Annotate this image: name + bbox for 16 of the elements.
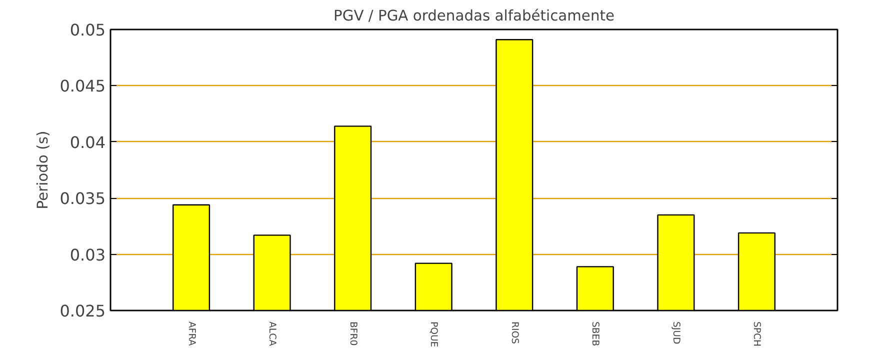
y-tick-label: 0.035 — [60, 189, 106, 208]
x-tick-label: SJUD — [670, 322, 682, 344]
x-tick-label: PQUE — [428, 322, 440, 348]
y-tick-label: 0.05 — [70, 20, 106, 40]
y-axis-title: Periodo (s) — [34, 130, 52, 210]
x-tick-label: SBEB — [590, 322, 601, 346]
x-tick-label: AFRA — [186, 322, 197, 346]
chart-title: PGV / PGA ordenadas alfabéticamente — [334, 8, 614, 24]
y-tick-label: 0.03 — [70, 245, 106, 264]
x-tick-label: SPCH — [751, 322, 762, 347]
y-tick-label: 0.045 — [60, 76, 106, 96]
x-tick-label: BFR0 — [347, 322, 358, 346]
x-tick-label: RIOS — [508, 322, 520, 344]
y-tick-label: 0.025 — [60, 302, 106, 320]
x-tick-label: ALCA — [266, 322, 278, 347]
y-tick-label: 0.04 — [70, 132, 106, 152]
